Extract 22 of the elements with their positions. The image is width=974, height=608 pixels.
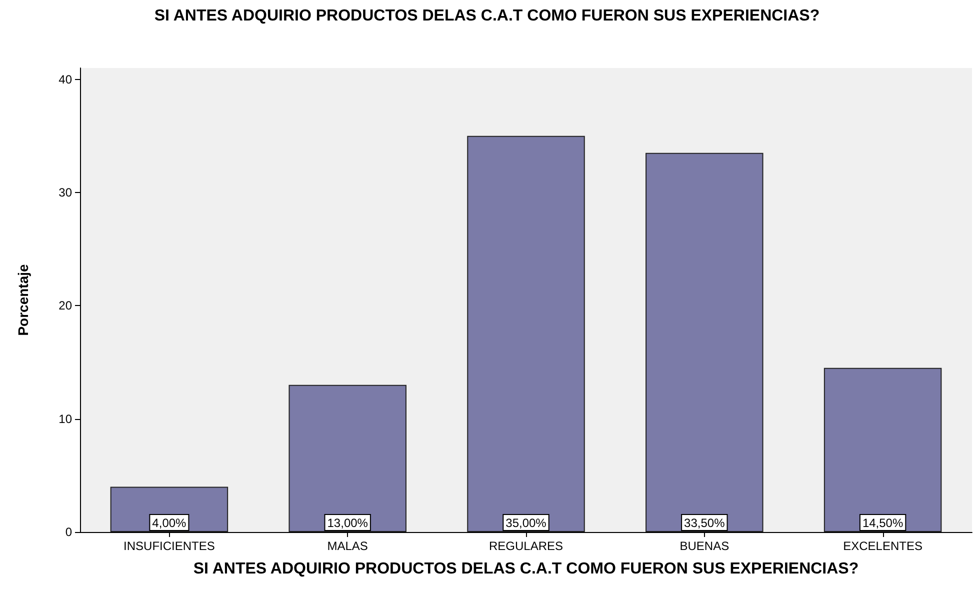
x-tick-label: MALAS xyxy=(327,539,368,553)
data-label: 35,00% xyxy=(506,516,547,530)
x-tick-label: BUENAS xyxy=(680,539,730,553)
bar xyxy=(288,384,406,532)
x-tick-label: REGULARES xyxy=(488,539,564,553)
x-axis-title: SI ANTES ADQUIRIO PRODUCTOS DELAS C.A.T COMO FUERON SUS EXPERIENCIAS? xyxy=(193,560,859,578)
bar xyxy=(646,152,764,532)
y-tick-label: 40 xyxy=(58,72,72,86)
data-label: 33,50% xyxy=(684,516,726,530)
y-tick-label: 30 xyxy=(58,185,72,200)
chart-title: SI ANTES ADQUIRIO PRODUCTOS DELAS C.A.T COMO FUERON SUS EXPERIENCIAS? xyxy=(154,8,820,24)
y-tick-label: 10 xyxy=(58,412,72,426)
bar xyxy=(824,368,942,532)
data-label: 13,00% xyxy=(327,516,368,530)
y-axis-title: Porcentaje xyxy=(15,264,31,336)
y-tick-label: 0 xyxy=(65,525,72,539)
x-tick-label: INSUFICIENTES xyxy=(124,539,215,553)
data-label: 4,00% xyxy=(152,516,187,530)
x-tick-label: EXCELENTES xyxy=(843,539,922,553)
data-label: 14,50% xyxy=(862,516,904,530)
bar xyxy=(467,136,585,532)
y-tick-label: 20 xyxy=(58,298,72,313)
